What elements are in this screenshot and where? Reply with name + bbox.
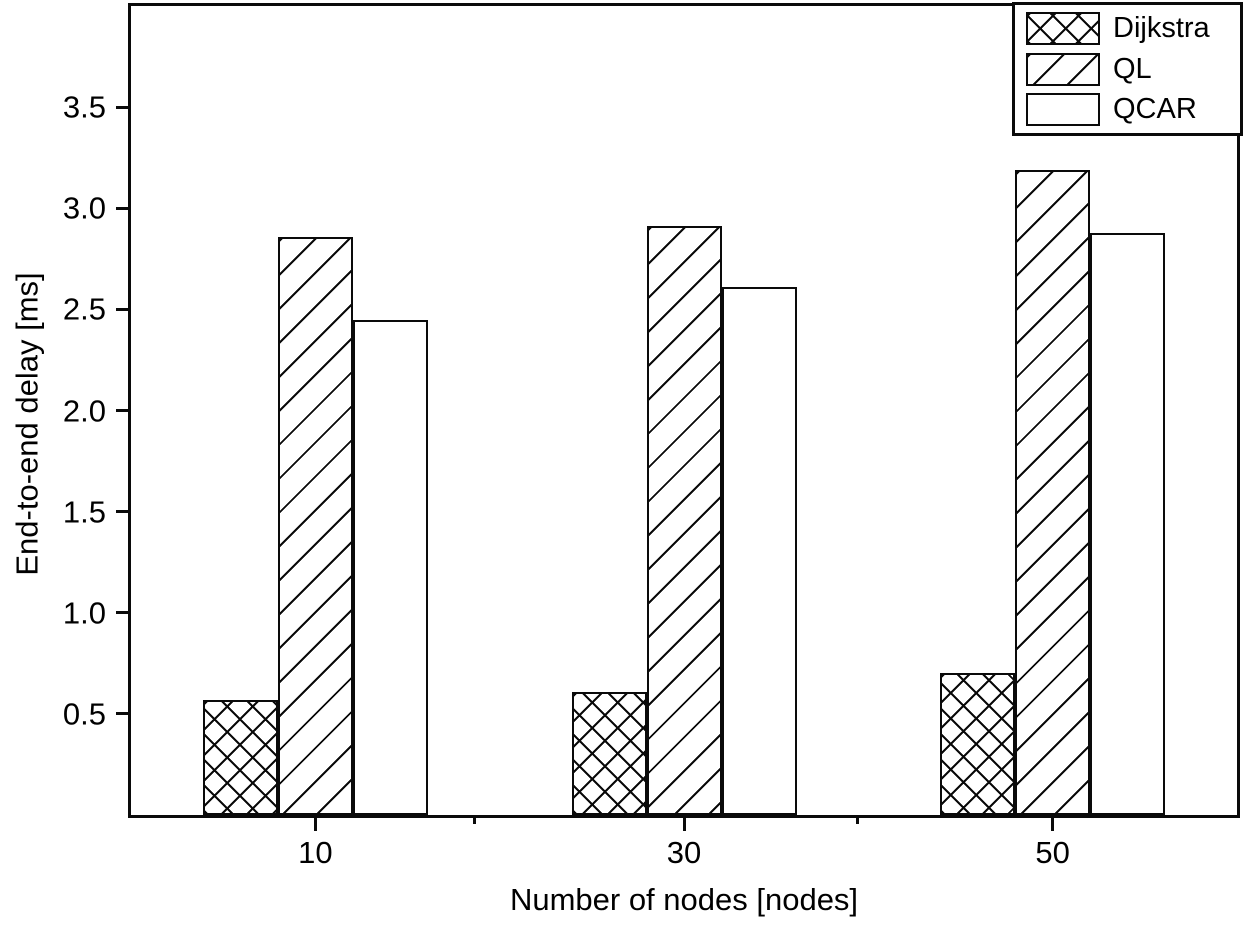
legend: Dijkstra QL QCAR (1012, 2, 1243, 136)
bar-dijkstra-50 (940, 673, 1016, 815)
crosshatch-swatch-icon (1026, 12, 1100, 45)
y-tick-label: 2.0 (62, 393, 106, 428)
x-axis-title: Number of nodes [nodes] (509, 882, 859, 917)
plain-swatch-icon (1026, 93, 1100, 126)
y-tick-label: 3.0 (62, 190, 106, 226)
y-tick-mark (116, 409, 129, 412)
diagonal-hatch-swatch-icon (1026, 52, 1100, 86)
x-tick-label: 50 (1035, 835, 1070, 870)
y-tick-label: 1.0 (62, 595, 106, 631)
y-tick-mark (116, 712, 129, 716)
y-tick-mark (116, 206, 129, 210)
bar-dijkstra-10 (202, 699, 278, 815)
legend-item-qcar: QCAR (1026, 93, 1234, 126)
plot-area: 0.5 1.0 1.5 2.0 2.5 3.0 3.5 10 30 50 (63, 3, 1240, 868)
bar-dijkstra-30 (571, 691, 647, 815)
x-tick-mark (682, 818, 686, 831)
y-tick-label: 2.5 (62, 291, 106, 327)
y-tick-label: 0.5 (62, 696, 106, 732)
bar-ql-30 (646, 226, 722, 815)
y-tick-mark (116, 307, 129, 311)
legend-label: QL (1113, 52, 1152, 85)
y-axis-title: End-to-end delay [ms] (9, 272, 45, 576)
x-tick-label: 10 (298, 835, 333, 870)
y-tick-label: 3.5 (62, 89, 106, 125)
y-tick-mark (116, 611, 129, 615)
bar-ql-10 (277, 236, 353, 815)
x-tick-label: 30 (666, 835, 702, 870)
legend-label: Dijkstra (1113, 12, 1210, 44)
x-minor-tick-mark (856, 818, 860, 824)
y-tick-mark (116, 105, 129, 109)
legend-label: QCAR (1113, 93, 1197, 125)
x-minor-tick-mark (473, 818, 477, 824)
x-tick-mark (1051, 818, 1055, 831)
x-tick-mark (313, 818, 317, 831)
bar-ql-50 (1015, 169, 1091, 815)
bar-qcar-10 (352, 319, 428, 815)
bar-qcar-50 (1090, 232, 1166, 815)
legend-item-ql: QL (1026, 52, 1234, 86)
legend-item-dijkstra: Dijkstra (1026, 12, 1234, 45)
bar-qcar-30 (721, 287, 797, 815)
y-tick-label: 1.5 (62, 494, 106, 530)
y-tick-mark (116, 510, 129, 514)
